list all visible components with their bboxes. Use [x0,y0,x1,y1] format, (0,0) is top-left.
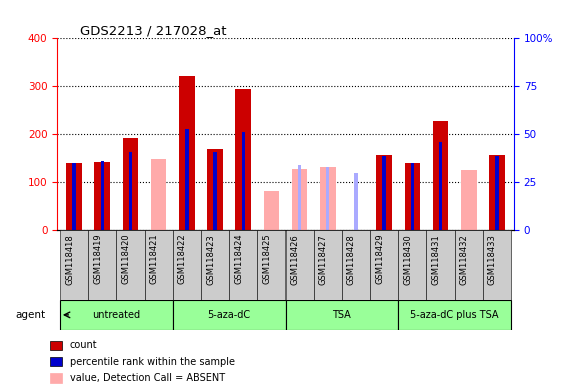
Bar [66,163,82,230]
Bar [439,142,443,230]
Bar [123,138,138,230]
Text: agent: agent [15,310,46,320]
Bar [495,156,498,230]
Text: GSM118433: GSM118433 [488,234,497,285]
Bar [411,163,414,230]
Bar [383,156,386,230]
Text: GSM118430: GSM118430 [403,234,412,285]
Bar [370,230,399,300]
Bar [60,230,88,300]
Text: GSM118431: GSM118431 [432,234,441,285]
Bar [50,373,62,382]
Bar [172,230,201,300]
Text: GSM118420: GSM118420 [122,234,130,285]
Text: percentile rank within the sample: percentile rank within the sample [70,357,235,367]
Bar [201,230,229,300]
Bar [185,129,188,230]
Bar [427,230,455,300]
Bar [207,149,223,230]
Bar [489,155,505,230]
Text: GSM118426: GSM118426 [291,234,300,285]
Text: 5-aza-dC: 5-aza-dC [207,310,251,320]
Text: GSM118422: GSM118422 [178,234,187,285]
Bar [229,230,258,300]
Bar [405,163,420,230]
Text: GSM118428: GSM118428 [347,234,356,285]
Bar [354,173,357,230]
Bar [214,152,217,230]
Text: TSA: TSA [332,310,351,320]
Text: value, Detection Call = ABSENT: value, Detection Call = ABSENT [70,373,225,383]
Bar [286,300,399,330]
Bar [128,152,132,230]
Text: GDS2213 / 217028_at: GDS2213 / 217028_at [80,24,227,37]
Text: GSM118432: GSM118432 [460,234,469,285]
Bar [326,167,329,230]
Text: GSM118427: GSM118427 [319,234,328,285]
Bar [455,230,483,300]
Text: GSM118423: GSM118423 [206,234,215,285]
Bar [264,190,279,230]
Bar [172,300,286,330]
Bar [298,165,301,230]
Bar [320,167,336,230]
Bar [116,230,144,300]
Bar [88,230,116,300]
Text: count: count [70,341,97,351]
Bar [399,300,511,330]
Bar [73,163,76,230]
Text: untreated: untreated [93,310,140,320]
Bar [144,230,172,300]
Text: GSM118421: GSM118421 [150,234,159,285]
Text: GSM118419: GSM118419 [93,234,102,285]
Text: GSM118425: GSM118425 [263,234,271,285]
Bar [50,341,62,350]
Text: GSM118429: GSM118429 [375,234,384,285]
Text: GSM118424: GSM118424 [234,234,243,285]
Bar [151,159,166,230]
Bar [60,300,172,330]
Text: 5-aza-dC plus TSA: 5-aza-dC plus TSA [411,310,499,320]
Bar [483,230,511,300]
Bar [399,230,427,300]
Bar [235,89,251,230]
Bar [100,161,104,230]
Bar [242,132,245,230]
Bar [342,230,370,300]
Bar [179,76,195,230]
Bar [461,170,477,230]
Bar [292,169,307,230]
Bar [50,357,62,366]
Bar [433,121,448,230]
Bar [286,230,313,300]
Bar [376,155,392,230]
Text: GSM118418: GSM118418 [65,234,74,285]
Bar [94,162,110,230]
Bar [258,230,286,300]
Bar [313,230,342,300]
